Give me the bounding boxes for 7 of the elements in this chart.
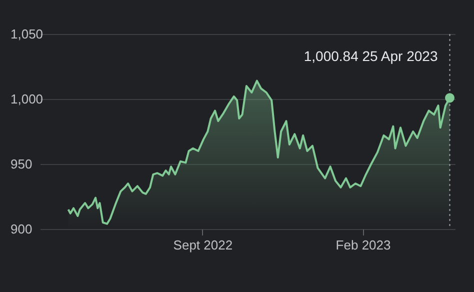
annotation: 1,000.84 25 Apr 2023 bbox=[304, 48, 438, 64]
x-tick-label: Sept 2022 bbox=[173, 238, 233, 252]
y-tick-label: 1,050 bbox=[10, 26, 44, 42]
y-tick-label: 950 bbox=[10, 156, 32, 172]
y-tick-label: 900 bbox=[10, 222, 32, 236]
x-tick-label: Feb 2023 bbox=[336, 238, 391, 252]
y-tick-label: 1,000 bbox=[10, 92, 44, 106]
